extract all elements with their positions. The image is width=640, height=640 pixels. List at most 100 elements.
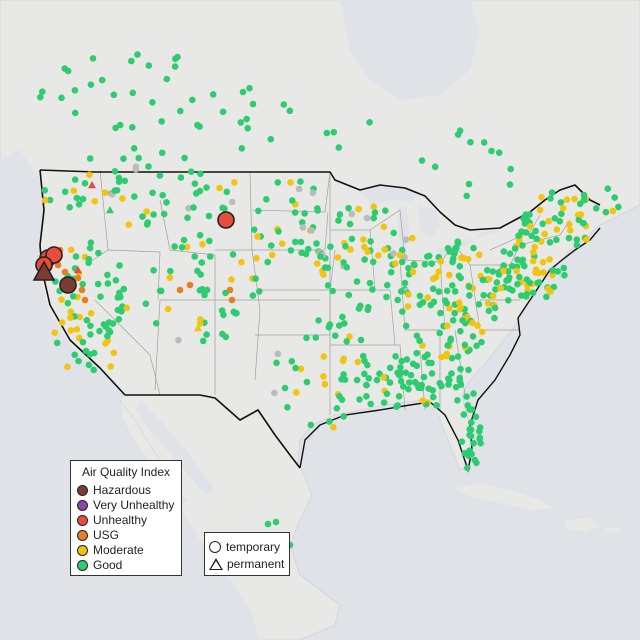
station-marker: [454, 131, 462, 138]
station-marker: [506, 250, 514, 257]
station-marker: [115, 316, 123, 323]
station-marker: [66, 204, 73, 211]
station-marker: [81, 180, 89, 187]
station-marker: [488, 147, 495, 155]
triangle-icon: [209, 558, 223, 570]
station-marker: [466, 431, 473, 439]
station-marker: [219, 108, 227, 116]
station-marker: [184, 214, 191, 222]
station-marker: [320, 353, 328, 360]
station-marker: [72, 253, 80, 260]
station-marker: [529, 257, 537, 265]
station-marker: [335, 144, 343, 151]
station-marker: [209, 91, 217, 98]
station-marker: [382, 207, 389, 214]
station-marker: [545, 217, 552, 225]
station-marker: [364, 361, 371, 369]
station-marker: [500, 262, 507, 269]
station-marker: [249, 100, 257, 108]
station-marker: [470, 390, 477, 397]
station-marker: [474, 322, 481, 329]
station-marker: [264, 520, 272, 528]
station-marker: [392, 353, 399, 360]
station-marker: [71, 87, 79, 94]
station-marker: [361, 370, 368, 378]
station-marker: [515, 232, 522, 239]
station-marker: [58, 94, 65, 102]
station-marker: [457, 304, 464, 311]
station-marker: [199, 241, 206, 248]
station-marker: [289, 197, 296, 204]
station-marker: [166, 274, 174, 282]
station-marker: [394, 296, 402, 304]
station-marker: [343, 264, 351, 271]
station-marker: [518, 292, 525, 299]
station-marker: [580, 220, 587, 227]
station-marker: [145, 163, 152, 170]
station-marker: [357, 302, 364, 310]
station-marker: [70, 187, 78, 194]
station-marker: [466, 426, 474, 433]
station-marker: [39, 88, 46, 95]
station-marker: [41, 187, 49, 194]
station-marker: [75, 201, 83, 208]
station-marker: [180, 236, 188, 244]
station-marker: [571, 195, 578, 203]
state-boundaries: [89, 169, 571, 415]
station-marker: [312, 334, 320, 341]
station-marker: [428, 370, 436, 377]
station-marker: [541, 230, 548, 238]
station-marker: [199, 285, 206, 293]
monitor-stations: [32, 51, 622, 549]
station-marker: [75, 334, 83, 342]
station-marker: [583, 236, 590, 243]
station-marker: [110, 349, 118, 357]
station-marker: [342, 243, 349, 250]
station-marker: [438, 353, 445, 361]
station-marker: [71, 176, 79, 183]
station-marker: [286, 107, 294, 115]
station-marker: [237, 119, 245, 126]
station-marker: [435, 288, 443, 296]
station-marker: [390, 229, 398, 237]
station-marker: [83, 316, 91, 324]
station-marker: [291, 209, 299, 216]
station-marker: [507, 165, 514, 173]
station-marker: [254, 207, 262, 215]
station-marker: [118, 308, 125, 315]
station-marker-permanent: [194, 324, 202, 332]
station-marker: [246, 84, 253, 92]
station-marker: [365, 375, 373, 382]
station-marker: [244, 124, 251, 132]
station-marker: [51, 329, 58, 337]
station-marker: [98, 76, 106, 84]
station-marker-permanent: [88, 181, 96, 189]
station-marker: [61, 268, 69, 276]
station-marker: [271, 389, 278, 397]
station-marker: [531, 243, 538, 251]
station-marker: [398, 246, 406, 254]
station-marker: [228, 276, 235, 283]
station-marker: [459, 317, 466, 324]
station-marker: [547, 288, 554, 295]
station-marker: [347, 246, 354, 253]
station-marker: [102, 340, 109, 347]
station-marker: [120, 285, 128, 293]
station-marker: [397, 377, 405, 385]
station-marker: [46, 196, 54, 204]
station-marker: [546, 239, 554, 246]
station-marker: [367, 400, 375, 408]
station-marker: [143, 208, 150, 215]
station-marker: [129, 89, 137, 97]
lake-huron: [418, 205, 440, 238]
station-marker: [315, 317, 322, 324]
station-marker: [464, 255, 472, 263]
station-marker: [526, 211, 533, 218]
station-marker: [395, 393, 403, 400]
station-marker: [298, 219, 306, 226]
station-marker: [178, 244, 186, 251]
station-marker: [197, 170, 204, 178]
station-marker: [335, 217, 342, 224]
station-marker: [410, 261, 418, 268]
station-marker: [396, 251, 404, 259]
